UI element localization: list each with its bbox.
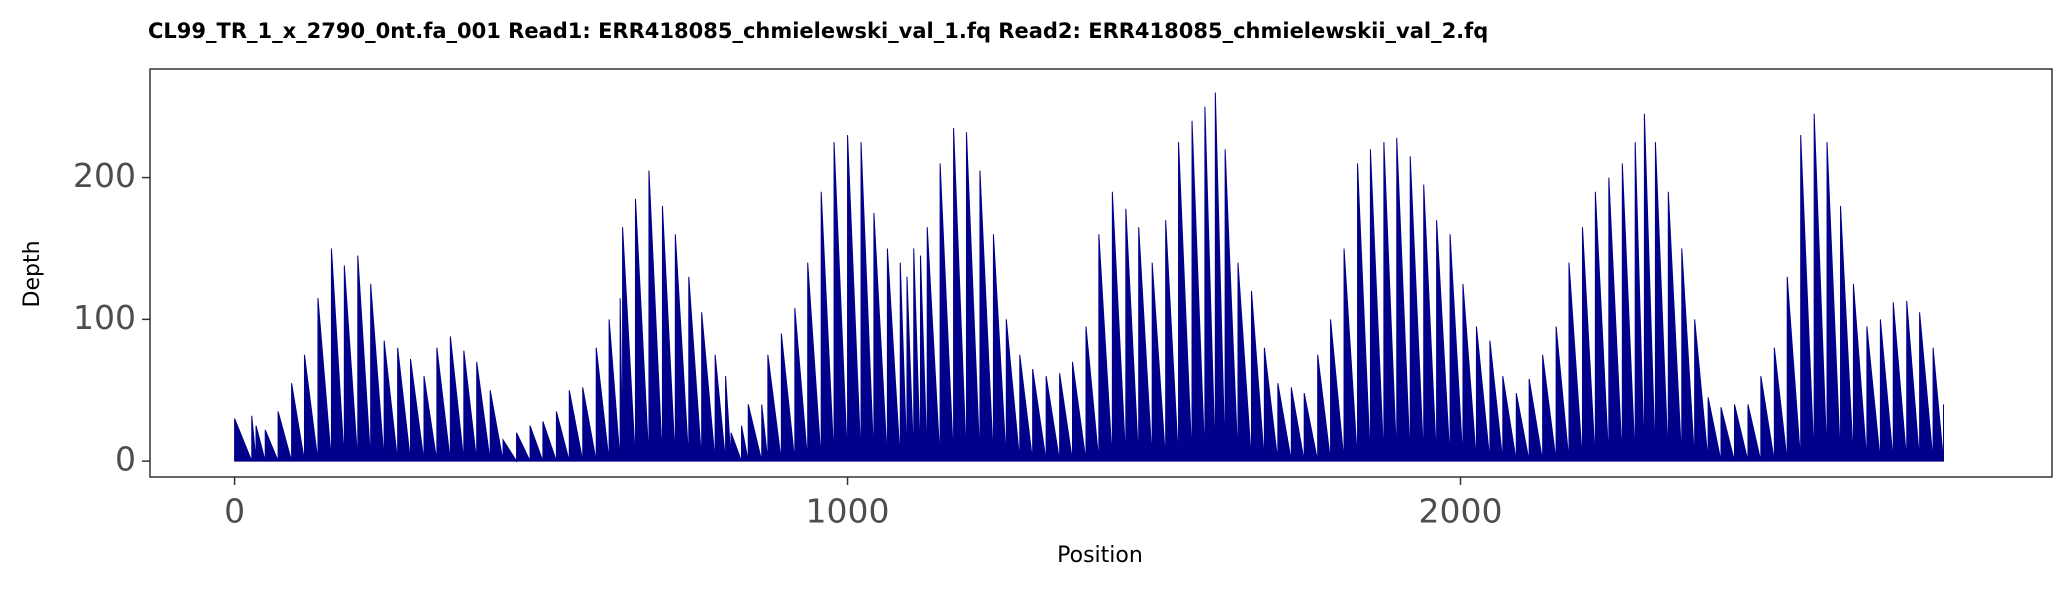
y-tick-label: 0 — [115, 440, 136, 479]
x-tick-label: 2000 — [1419, 492, 1503, 531]
chart-title: CL99_TR_1_x_2790_0nt.fa_001 Read1: ERR41… — [148, 19, 1488, 43]
x-axis-label: Position — [1057, 543, 1143, 568]
panel-border — [149, 68, 2053, 478]
y-axis-label: Depth — [20, 240, 45, 307]
y-tick-label: 200 — [73, 156, 136, 195]
coverage-area — [234, 92, 1945, 463]
y-tick-label: 100 — [73, 298, 136, 337]
x-tick-label: 0 — [224, 492, 245, 531]
x-tick-label: 1000 — [806, 492, 890, 531]
